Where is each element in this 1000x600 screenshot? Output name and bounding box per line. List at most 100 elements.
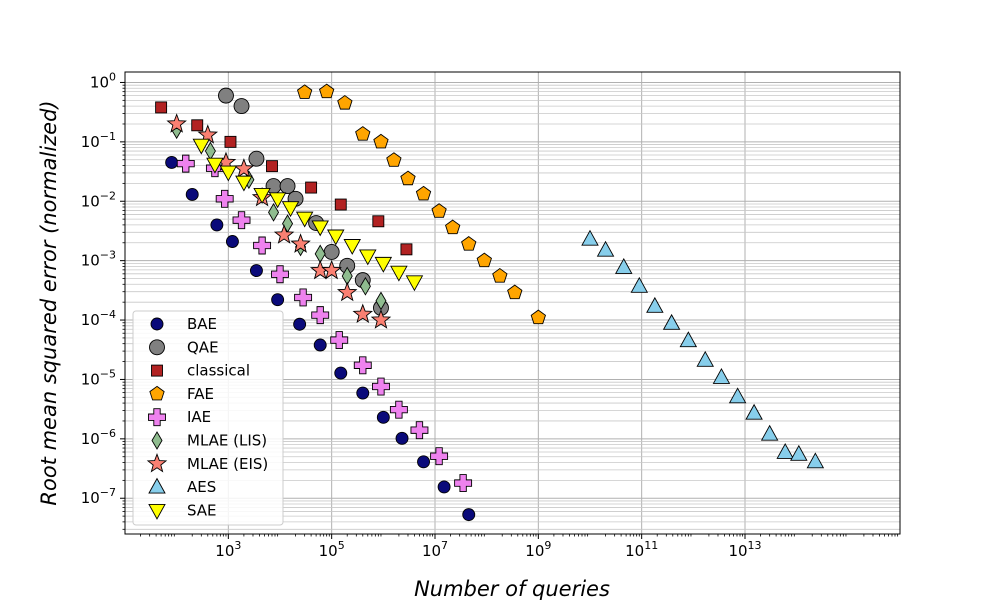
data-point [400, 170, 416, 186]
data-point [294, 288, 313, 307]
series-classical [155, 101, 413, 256]
legend-label: QAE [187, 338, 219, 356]
legend-label: IAE [187, 408, 211, 426]
data-point [279, 178, 296, 195]
y-tick-label: 10−3 [81, 249, 116, 270]
y-axis-label: Root mean squared error (normalized) [37, 100, 61, 505]
data-point [389, 400, 408, 419]
series-qae [218, 87, 389, 316]
data-point [235, 175, 253, 192]
legend-marker [151, 364, 163, 377]
axis-ticks: 103 105 107 109 1011 1013 100 10−1 10−2 10−3 10−4 1… [81, 70, 899, 560]
legend-label: SAE [187, 501, 217, 519]
data-point [313, 338, 327, 352]
data-point [395, 431, 409, 445]
x-tick-label: 107 [422, 539, 448, 560]
data-point [745, 403, 763, 420]
x-tick-label: 103 [215, 539, 241, 560]
data-point [232, 211, 251, 230]
data-point [266, 160, 278, 173]
data-point [334, 198, 347, 211]
data-point [353, 356, 372, 375]
data-point [630, 276, 649, 293]
data-point [204, 141, 216, 161]
data-point [417, 455, 430, 469]
x-tick-label: 105 [319, 539, 345, 560]
legend-marker [148, 477, 166, 494]
data-point [476, 252, 492, 268]
x-axis-label: Number of queries [414, 577, 610, 600]
x-tick-label: 1011 [625, 539, 658, 560]
legend-label: MLAE (EIS) [187, 455, 268, 473]
y-tick-label: 10−6 [81, 427, 116, 448]
data-points [155, 83, 825, 522]
y-tick-label: 100 [90, 70, 116, 91]
data-point [696, 350, 715, 367]
data-point [372, 215, 385, 228]
data-point [319, 83, 335, 99]
data-point [359, 276, 371, 296]
legend-marker [149, 385, 165, 401]
data-point [646, 296, 664, 313]
data-point [215, 189, 234, 208]
data-point [271, 293, 285, 307]
data-point [305, 181, 318, 194]
data-point [323, 244, 340, 260]
data-point [415, 185, 432, 201]
data-point [281, 201, 300, 218]
data-point [390, 265, 408, 282]
data-point [596, 240, 615, 257]
data-point [225, 235, 239, 248]
data-point [248, 150, 265, 167]
data-point [206, 157, 224, 174]
data-point [290, 233, 311, 253]
y-tick-label: 10−1 [81, 130, 116, 151]
data-point [437, 480, 451, 494]
legend-label: FAE [187, 385, 214, 403]
data-point [728, 387, 747, 404]
data-point [330, 331, 349, 350]
data-point [352, 303, 374, 324]
y-tick-label: 10−2 [81, 189, 116, 210]
legend-marker [150, 317, 164, 331]
data-point [224, 135, 237, 148]
data-point [386, 152, 402, 167]
data-point [293, 317, 307, 331]
x-tick-label: 109 [525, 539, 551, 560]
data-point [218, 87, 234, 104]
data-point [326, 229, 345, 246]
data-point [273, 224, 295, 244]
data-point [336, 281, 358, 302]
x-tick-label: 1013 [728, 539, 761, 560]
data-point [776, 443, 794, 459]
data-point [662, 313, 681, 330]
data-point [405, 275, 424, 292]
data-point [431, 203, 447, 218]
y-tick-label: 10−4 [81, 308, 116, 329]
legend-label: classical [187, 362, 250, 380]
data-point [806, 452, 825, 469]
data-point [233, 98, 250, 115]
data-point [445, 219, 461, 235]
data-point [356, 386, 370, 400]
data-point [210, 218, 224, 232]
data-point [185, 188, 199, 201]
series-sae [192, 138, 424, 292]
data-point [253, 188, 271, 204]
legend: BAE QAE classical FAE IAE MLAE (LIS) MLAE (EIS… [132, 310, 284, 526]
data-point [461, 236, 477, 251]
data-point [296, 84, 313, 99]
data-point [337, 95, 353, 110]
data-point [614, 257, 633, 274]
data-point [760, 424, 779, 441]
y-tick-label: 10−5 [81, 367, 116, 388]
data-point [334, 366, 348, 380]
legend-label: BAE [187, 315, 217, 333]
data-point [492, 268, 508, 283]
data-point [343, 239, 361, 255]
data-point [507, 284, 523, 300]
legend-marker [148, 503, 166, 520]
data-point [165, 156, 179, 169]
data-point [233, 158, 255, 178]
